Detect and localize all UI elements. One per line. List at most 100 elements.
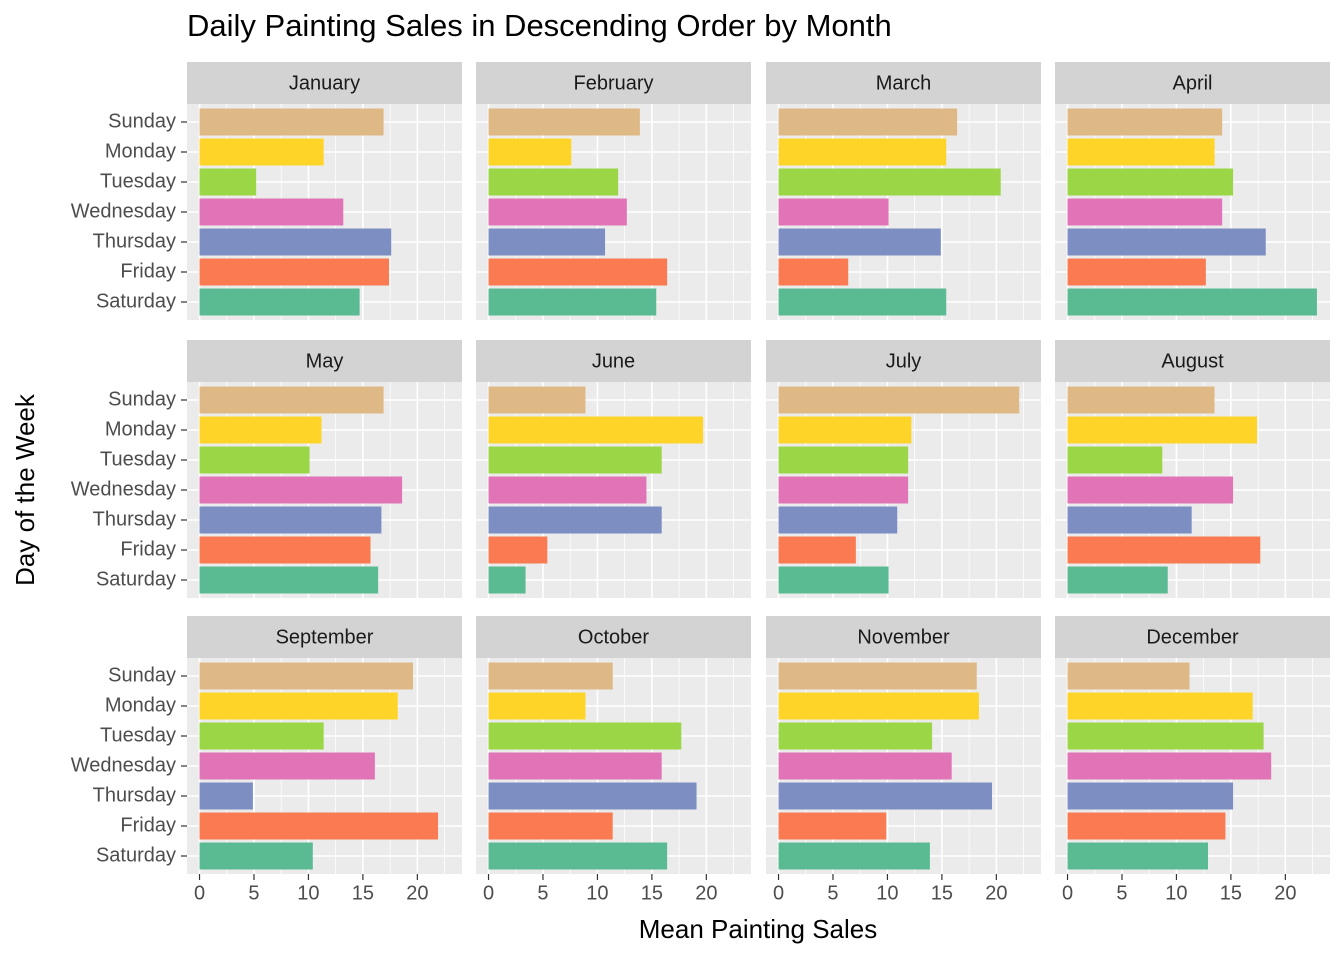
y-tick-label: Thursday bbox=[93, 508, 176, 530]
strip bbox=[476, 340, 751, 382]
bar bbox=[199, 782, 253, 810]
bar bbox=[488, 566, 526, 594]
bar bbox=[1067, 386, 1215, 414]
x-tick-label: 0 bbox=[1062, 882, 1073, 904]
x-tick-label: 15 bbox=[931, 882, 953, 904]
y-tick-label: Saturday bbox=[96, 844, 176, 866]
bar bbox=[488, 782, 697, 810]
bar bbox=[778, 662, 977, 690]
y-tick-label: Thursday bbox=[93, 230, 176, 252]
bar bbox=[488, 812, 613, 840]
bar bbox=[199, 536, 371, 564]
strip bbox=[1055, 62, 1330, 104]
bar bbox=[199, 168, 257, 196]
y-tick-label: Sunday bbox=[108, 388, 176, 410]
bar bbox=[199, 386, 384, 414]
x-tick-label: 10 bbox=[876, 882, 898, 904]
bar bbox=[199, 228, 392, 256]
x-tick-label: 0 bbox=[483, 882, 494, 904]
x-tick-label: 20 bbox=[695, 882, 717, 904]
y-tick-label: Monday bbox=[105, 418, 176, 440]
strip bbox=[766, 62, 1041, 104]
strip-text: July bbox=[886, 350, 922, 372]
x-tick-label: 5 bbox=[1116, 882, 1127, 904]
bar bbox=[1067, 446, 1163, 474]
bar bbox=[199, 446, 310, 474]
bar bbox=[199, 566, 379, 594]
bar bbox=[778, 842, 930, 870]
bar bbox=[199, 476, 403, 504]
bar bbox=[1067, 108, 1223, 136]
bar bbox=[199, 752, 375, 780]
y-axis-title: Day of the Week bbox=[10, 393, 40, 586]
bar bbox=[778, 416, 912, 444]
x-tick-label: 10 bbox=[297, 882, 319, 904]
x-tick-label: 5 bbox=[537, 882, 548, 904]
strip-text: August bbox=[1161, 350, 1224, 372]
bar bbox=[1067, 506, 1192, 534]
x-tick-label: 20 bbox=[406, 882, 428, 904]
strip-text: December bbox=[1146, 626, 1239, 648]
bar bbox=[1067, 566, 1168, 594]
x-tick-label: 15 bbox=[1220, 882, 1242, 904]
bar bbox=[1067, 692, 1253, 720]
bar bbox=[1067, 752, 1272, 780]
bar bbox=[488, 416, 704, 444]
bar bbox=[488, 228, 606, 256]
strip-text: March bbox=[876, 72, 932, 94]
strip bbox=[187, 616, 462, 658]
bar bbox=[778, 506, 898, 534]
bar bbox=[488, 138, 572, 166]
bar bbox=[778, 812, 887, 840]
y-tick-label: Saturday bbox=[96, 568, 176, 590]
strip-text: February bbox=[573, 72, 653, 94]
bar bbox=[199, 842, 313, 870]
strip bbox=[766, 340, 1041, 382]
bar bbox=[1067, 416, 1258, 444]
strip-text: April bbox=[1172, 72, 1212, 94]
y-tick-label: Monday bbox=[105, 140, 176, 162]
bar bbox=[778, 476, 909, 504]
strip-text: May bbox=[306, 350, 344, 372]
bar bbox=[1067, 476, 1234, 504]
bar bbox=[778, 228, 941, 256]
chart-title: Daily Painting Sales in Descending Order… bbox=[187, 8, 892, 43]
x-tick-label: 20 bbox=[1274, 882, 1296, 904]
bar bbox=[488, 288, 657, 316]
bar bbox=[1067, 662, 1190, 690]
y-tick-label: Wednesday bbox=[71, 200, 176, 222]
bar bbox=[1067, 228, 1266, 256]
x-tick-label: 0 bbox=[194, 882, 205, 904]
bar bbox=[1067, 842, 1209, 870]
strip bbox=[187, 340, 462, 382]
x-tick-label: 20 bbox=[985, 882, 1007, 904]
x-tick-label: 0 bbox=[773, 882, 784, 904]
strip-text: January bbox=[289, 72, 360, 94]
bar bbox=[199, 288, 360, 316]
bar bbox=[1067, 536, 1261, 564]
y-tick-label: Friday bbox=[120, 814, 176, 836]
x-tick-label: 10 bbox=[1165, 882, 1187, 904]
bar bbox=[488, 662, 613, 690]
bar bbox=[488, 446, 662, 474]
x-tick-label: 15 bbox=[352, 882, 374, 904]
strip-text: October bbox=[578, 626, 649, 648]
bar bbox=[199, 722, 324, 750]
x-axis-title: Mean Painting Sales bbox=[639, 914, 877, 944]
strip bbox=[476, 616, 751, 658]
y-tick-label: Saturday bbox=[96, 290, 176, 312]
bar bbox=[778, 198, 889, 226]
bar bbox=[488, 506, 662, 534]
bar bbox=[778, 386, 1020, 414]
bar bbox=[778, 722, 933, 750]
x-tick-label: 15 bbox=[641, 882, 663, 904]
y-tick-label: Friday bbox=[120, 538, 176, 560]
y-tick-label: Sunday bbox=[108, 110, 176, 132]
bar bbox=[199, 506, 382, 534]
bar bbox=[199, 258, 390, 286]
bar bbox=[488, 168, 619, 196]
y-tick-label: Friday bbox=[120, 260, 176, 282]
strip-text: November bbox=[857, 626, 950, 648]
y-tick-label: Wednesday bbox=[71, 478, 176, 500]
